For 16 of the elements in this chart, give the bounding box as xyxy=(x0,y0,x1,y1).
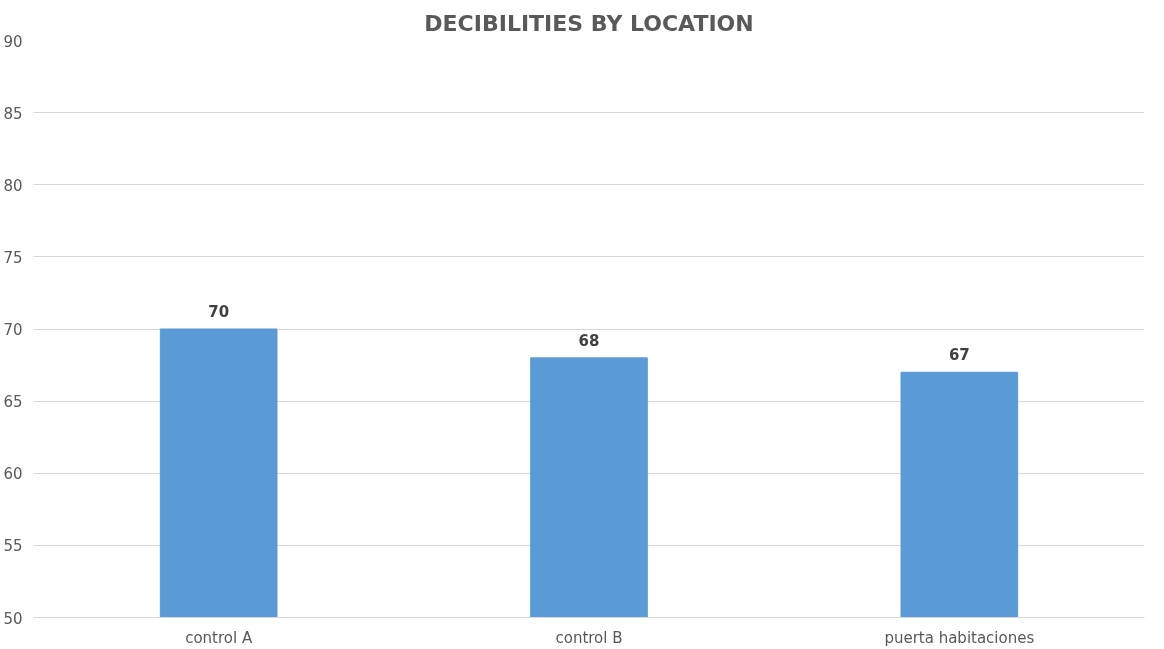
y-tick-label: 70 xyxy=(3,321,23,339)
y-tick-label: 90 xyxy=(3,32,23,51)
data-label: 67 xyxy=(948,346,970,365)
chart-title: DECIBILITIES BY LOCATION xyxy=(424,10,754,36)
y-tick-label: 50 xyxy=(3,609,23,628)
y-tick-label: 60 xyxy=(3,465,23,484)
x-tick-label: control A xyxy=(185,628,253,647)
data-label: 68 xyxy=(578,331,600,350)
x-tick-label: puerta habitaciones xyxy=(884,628,1035,647)
y-tick-label: 55 xyxy=(3,537,23,556)
y-tick-label: 85 xyxy=(3,104,23,123)
y-tick-label: 75 xyxy=(3,248,23,267)
data-label: 70 xyxy=(208,303,230,321)
y-tick-label: 65 xyxy=(3,393,23,412)
x-tick-label: control B xyxy=(555,628,623,647)
y-tick-label: 80 xyxy=(3,176,23,195)
